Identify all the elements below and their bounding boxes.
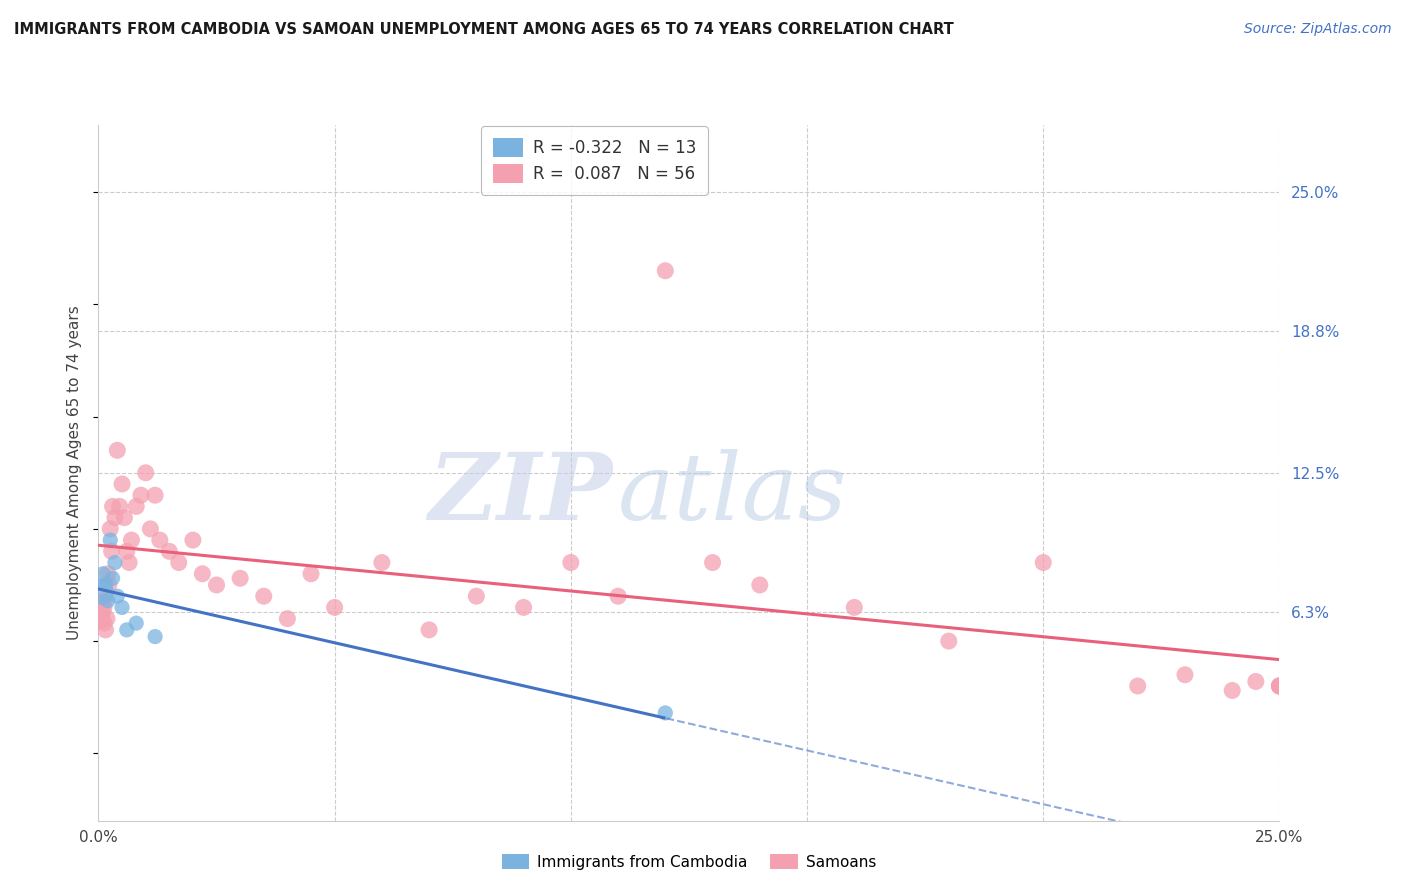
Point	[1126, 679, 1149, 693]
Point	[276, 612, 298, 626]
Point	[115, 623, 138, 637]
Point	[101, 571, 124, 585]
Point	[98, 533, 121, 547]
Point	[1244, 674, 1267, 689]
Point	[135, 466, 157, 480]
Point	[702, 556, 724, 570]
Point	[1032, 556, 1054, 570]
Point	[118, 556, 141, 570]
Point	[143, 488, 166, 502]
Point	[139, 522, 162, 536]
Point	[125, 616, 148, 631]
Point	[143, 630, 166, 644]
Point	[93, 616, 115, 631]
Point	[90, 584, 112, 599]
Point	[94, 623, 117, 637]
Point	[418, 623, 440, 637]
Point	[157, 544, 180, 558]
Point	[748, 578, 770, 592]
Point	[111, 600, 134, 615]
Point	[91, 593, 114, 607]
Point	[115, 544, 138, 558]
Point	[1268, 679, 1291, 693]
Y-axis label: Unemployment Among Ages 65 to 74 years: Unemployment Among Ages 65 to 74 years	[67, 305, 83, 640]
Point	[1268, 679, 1291, 693]
Point	[91, 605, 114, 619]
Point	[560, 556, 582, 570]
Point	[205, 578, 228, 592]
Point	[1268, 679, 1291, 693]
Point	[371, 556, 394, 570]
Point	[654, 264, 676, 278]
Point	[112, 510, 135, 524]
Text: ZIP: ZIP	[427, 449, 612, 539]
Point	[253, 589, 276, 603]
Point	[607, 589, 630, 603]
Point	[101, 500, 124, 514]
Point	[98, 522, 121, 536]
Point	[1174, 667, 1197, 681]
Text: Source: ZipAtlas.com: Source: ZipAtlas.com	[1244, 22, 1392, 37]
Point	[104, 510, 127, 524]
Point	[94, 578, 117, 592]
Point	[229, 571, 252, 585]
Point	[97, 566, 120, 581]
Point	[465, 589, 488, 603]
Point	[129, 488, 152, 502]
Point	[125, 500, 148, 514]
Point	[100, 544, 122, 558]
Text: atlas: atlas	[619, 449, 848, 539]
Point	[89, 600, 111, 615]
Point	[1220, 683, 1243, 698]
Point	[97, 593, 120, 607]
Point	[111, 477, 134, 491]
Point	[654, 706, 676, 720]
Point	[97, 578, 120, 592]
Point	[844, 600, 866, 615]
Point	[938, 634, 960, 648]
Point	[1268, 679, 1291, 693]
Point	[512, 600, 534, 615]
Point	[91, 566, 114, 581]
Point	[105, 589, 128, 603]
Point	[90, 612, 112, 626]
Point	[121, 533, 143, 547]
Point	[167, 556, 190, 570]
Legend: Immigrants from Cambodia, Samoans: Immigrants from Cambodia, Samoans	[496, 847, 882, 876]
Point	[149, 533, 172, 547]
Point	[191, 566, 214, 581]
Point	[96, 612, 118, 626]
Point	[104, 556, 127, 570]
Point	[323, 600, 346, 615]
Point	[299, 566, 322, 581]
Text: IMMIGRANTS FROM CAMBODIA VS SAMOAN UNEMPLOYMENT AMONG AGES 65 TO 74 YEARS CORREL: IMMIGRANTS FROM CAMBODIA VS SAMOAN UNEMP…	[14, 22, 953, 37]
Point	[181, 533, 204, 547]
Point	[105, 443, 128, 458]
Point	[108, 500, 131, 514]
